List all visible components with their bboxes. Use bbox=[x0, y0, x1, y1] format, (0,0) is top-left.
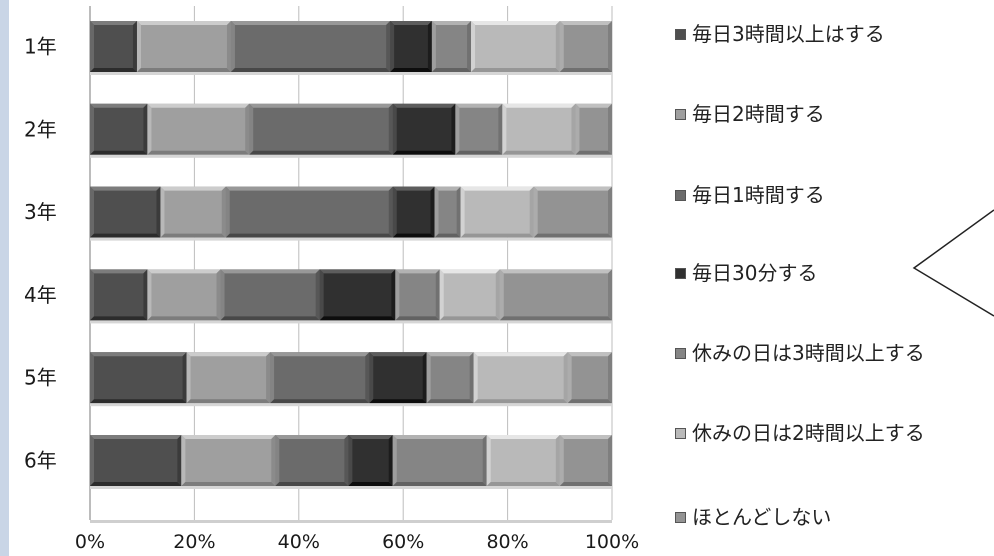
bar-shadow bbox=[90, 320, 612, 324]
bar-segment bbox=[369, 352, 427, 404]
bar-segment bbox=[147, 103, 250, 155]
bar-segment bbox=[471, 21, 560, 72]
legend-item: 毎日1時間する bbox=[675, 180, 987, 210]
legend-label: 毎日2時間する bbox=[692, 102, 825, 126]
legend-label: 毎日1時間する bbox=[692, 183, 825, 207]
legend-label: ほとんどしない bbox=[692, 505, 832, 529]
legend-label: 休みの日は3時間以上する bbox=[692, 341, 925, 365]
bar-segment bbox=[390, 21, 432, 72]
bar-segment bbox=[392, 435, 487, 486]
bar-segment bbox=[90, 435, 182, 486]
bar-segment bbox=[186, 352, 271, 404]
bar-segment bbox=[230, 21, 391, 72]
x-tick-label: 20% bbox=[173, 531, 215, 553]
bar-shadow bbox=[90, 403, 612, 407]
legend-item: 毎日2時間する bbox=[675, 99, 987, 129]
bar-segment bbox=[473, 352, 568, 404]
legend-swatch bbox=[675, 512, 686, 523]
category-label: 1年 bbox=[24, 35, 57, 59]
bar-segment bbox=[160, 186, 226, 238]
bar-segment bbox=[136, 21, 231, 72]
callout-pointer bbox=[912, 209, 994, 317]
bar-segment bbox=[395, 269, 440, 321]
legend-swatch bbox=[675, 268, 686, 279]
legend-item: 毎日30分する bbox=[675, 258, 987, 288]
legend-item: ほとんどしない bbox=[675, 502, 987, 532]
bar-segment bbox=[559, 21, 612, 72]
legend: 毎日3時間以上はする 毎日2時間する 毎日1時間する 毎日30分する休みの日は3時間以… bbox=[675, 0, 987, 556]
x-tick-label: 40% bbox=[278, 531, 320, 553]
bar-segment bbox=[275, 435, 349, 486]
bar-segment bbox=[348, 435, 393, 486]
x-tick-labels: 0% 20% 40% 60% 80% 100% bbox=[75, 531, 639, 553]
legend-item: 休みの日は3時間以上する bbox=[675, 338, 987, 368]
bar-segment bbox=[567, 352, 612, 404]
legend-item: 毎日3時間以上はする bbox=[675, 19, 987, 49]
bar-shadow bbox=[90, 154, 612, 158]
left-border-strip bbox=[0, 0, 9, 556]
bar-segment bbox=[392, 186, 435, 238]
bar-segment bbox=[270, 352, 370, 404]
legend-swatch bbox=[675, 428, 686, 439]
bar-segment bbox=[460, 186, 534, 238]
bar-shadow bbox=[90, 72, 612, 75]
bar-segment bbox=[90, 21, 137, 72]
bar-segment bbox=[147, 269, 221, 321]
bar-segment bbox=[434, 186, 461, 238]
x-tick-label: 100% bbox=[585, 531, 639, 553]
bar-segment bbox=[533, 186, 612, 238]
category-labels: 1年 2年 3年 4年 5年 6年 bbox=[24, 35, 57, 473]
category-label: 3年 bbox=[24, 200, 57, 224]
bar-segment bbox=[90, 352, 187, 404]
bar-segment bbox=[392, 103, 456, 155]
legend-label: 毎日3時間以上はする bbox=[692, 22, 885, 46]
chart-floor bbox=[90, 520, 612, 523]
bar-shadow bbox=[90, 486, 612, 489]
bar-shadow bbox=[90, 237, 612, 241]
bar-segment bbox=[575, 103, 612, 155]
x-tick-label: 0% bbox=[75, 531, 105, 553]
bar-segment bbox=[90, 186, 161, 238]
legend-swatch bbox=[675, 109, 686, 120]
bar-segment bbox=[559, 435, 612, 486]
bar-segment bbox=[426, 352, 474, 404]
x-tick-label: 60% bbox=[382, 531, 424, 553]
legend-swatch bbox=[675, 190, 686, 201]
bar-segments bbox=[90, 21, 612, 489]
bar-segment bbox=[220, 269, 320, 321]
legend-swatch bbox=[675, 29, 686, 40]
bar-segment bbox=[319, 269, 396, 321]
bar-segment bbox=[439, 269, 500, 321]
legend-label: 毎日30分する bbox=[692, 261, 818, 285]
category-label: 2年 bbox=[24, 117, 57, 141]
bar-segment bbox=[225, 186, 393, 238]
category-label: 6年 bbox=[24, 449, 57, 473]
legend-item: 休みの日は2時間以上する bbox=[675, 418, 987, 448]
bar-segment bbox=[181, 435, 276, 486]
bar-segment bbox=[90, 269, 148, 321]
bar-segment bbox=[455, 103, 503, 155]
bar-segment bbox=[502, 103, 576, 155]
gridlines bbox=[89, 6, 613, 523]
x-tick-label: 80% bbox=[486, 531, 528, 553]
category-label: 4年 bbox=[24, 283, 57, 307]
legend-swatch bbox=[675, 348, 686, 359]
bar-segment bbox=[249, 103, 393, 155]
bar-segment bbox=[499, 269, 612, 321]
bar-segment bbox=[90, 103, 148, 155]
category-label: 5年 bbox=[24, 366, 57, 390]
legend-label: 休みの日は2時間以上する bbox=[692, 421, 925, 445]
bar-segment bbox=[431, 21, 472, 72]
bar-segment bbox=[486, 435, 560, 486]
